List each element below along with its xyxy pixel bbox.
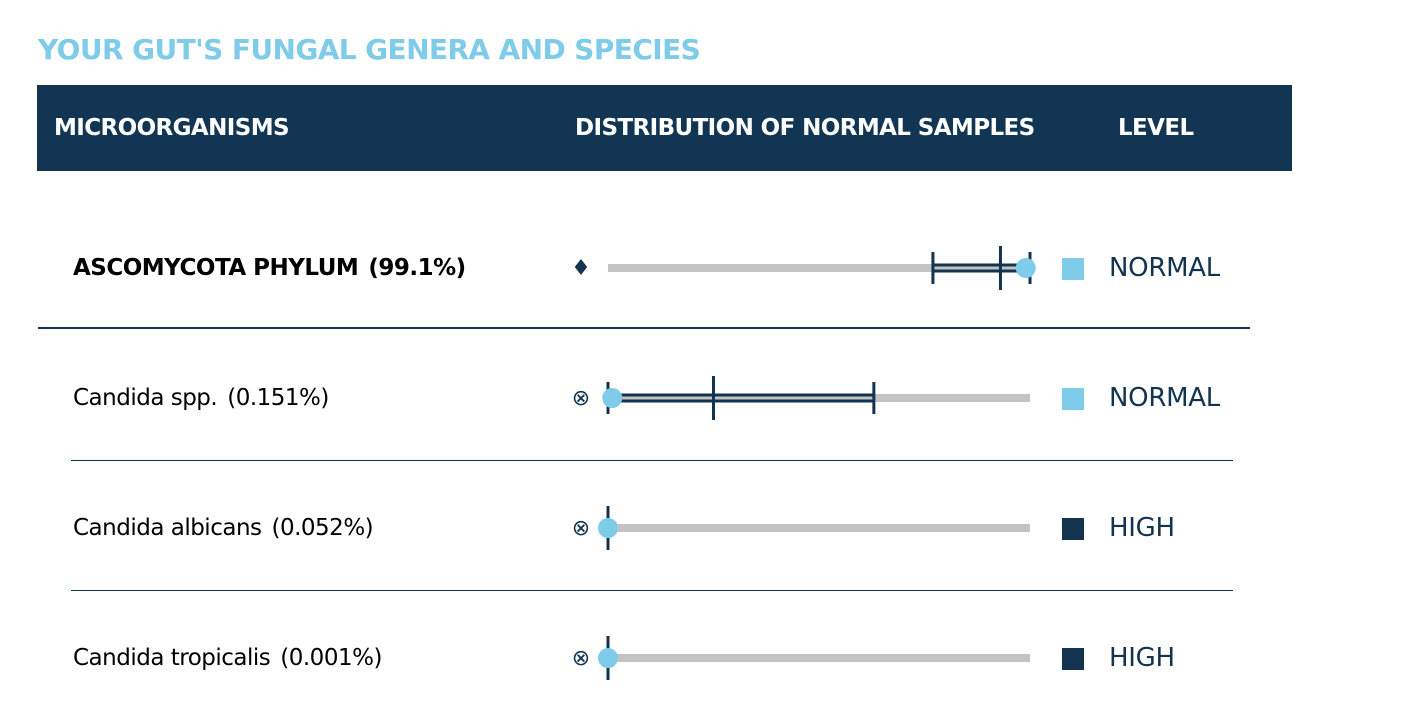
level-swatch	[1062, 258, 1084, 280]
section-divider	[38, 327, 1250, 329]
level-label: NORMAL	[1109, 253, 1220, 283]
level-label: HIGH	[1109, 513, 1175, 543]
diamond-icon: ♦	[571, 256, 591, 281]
table-row-ascomycota: ASCOMYCOTA PHYLUM (99.1%) ♦ NORMAL	[0, 203, 1404, 333]
organism-name: Candida spp. (0.151%)	[73, 385, 329, 411]
distribution-range	[598, 636, 1030, 680]
value-marker	[598, 648, 618, 668]
row-divider	[71, 460, 1233, 461]
row-divider	[71, 590, 1233, 591]
organism-name: Candida albicans (0.052%)	[73, 515, 374, 541]
level-swatch	[1062, 648, 1084, 670]
value-marker	[602, 388, 623, 408]
level-swatch	[1062, 388, 1084, 410]
circled-x-icon: ⊗	[571, 646, 591, 671]
distribution-range	[598, 506, 1030, 550]
organism-name: ASCOMYCOTA PHYLUM (99.1%)	[73, 255, 466, 281]
distribution-range	[602, 376, 1030, 420]
circled-x-icon: ⊗	[571, 516, 591, 541]
distribution-range	[608, 246, 1036, 290]
level-label: HIGH	[1109, 643, 1175, 673]
header-microorganisms: MICROORGANISMS	[54, 115, 290, 141]
table-row-candida-spp: Candida spp. (0.151%) ⊗ NORMAL	[0, 333, 1404, 463]
page-title: YOUR GUT'S FUNGAL GENERA AND SPECIES	[38, 33, 701, 66]
level-label: NORMAL	[1109, 383, 1220, 413]
header-distribution: DISTRIBUTION OF NORMAL SAMPLES	[575, 115, 1035, 141]
table-row-candida-tropicalis: Candida tropicalis (0.001%) ⊗ HIGH	[0, 593, 1404, 723]
value-marker	[1015, 258, 1036, 278]
organism-name: Candida tropicalis (0.001%)	[73, 645, 382, 671]
table-header: MICROORGANISMS DISTRIBUTION OF NORMAL SA…	[37, 85, 1292, 171]
level-swatch	[1062, 518, 1084, 540]
header-level: LEVEL	[1118, 115, 1194, 141]
table-row-candida-albicans: Candida albicans (0.052%) ⊗ HIGH	[0, 463, 1404, 593]
circled-x-icon: ⊗	[571, 386, 591, 411]
value-marker	[598, 518, 618, 538]
